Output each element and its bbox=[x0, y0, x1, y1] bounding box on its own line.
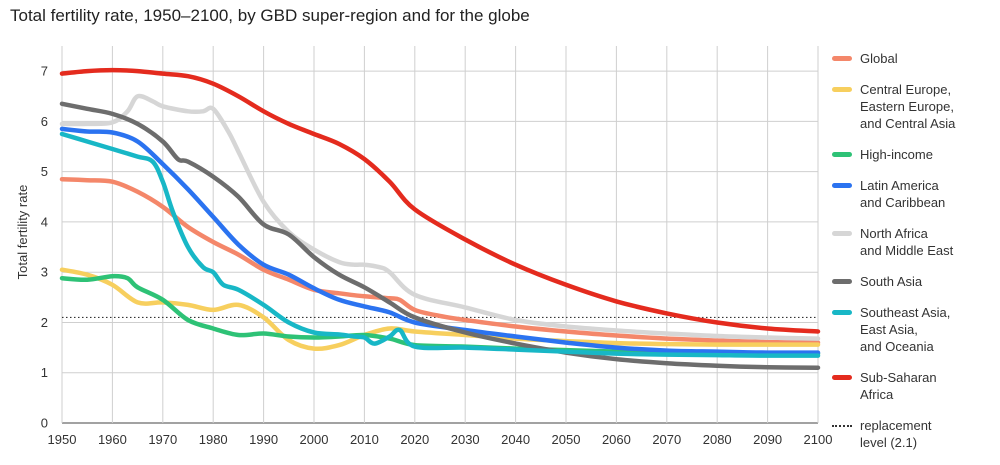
y-tick-label: 4 bbox=[41, 214, 48, 229]
legend-swatch bbox=[832, 375, 852, 380]
y-tick-label: 7 bbox=[41, 64, 48, 79]
x-tick-label: 2000 bbox=[300, 432, 329, 447]
series-line-central-europe-eastern-europe-and-central-asia bbox=[59, 267, 821, 352]
legend-item-global: Global bbox=[822, 50, 1000, 67]
x-tick-label: 2010 bbox=[350, 432, 379, 447]
series-line-southeast-asia-east-asia-and-oceania bbox=[59, 131, 821, 358]
legend-label: High-income bbox=[860, 147, 933, 162]
x-tick-label: 1950 bbox=[48, 432, 77, 447]
axes: 0 1 2 3 4 5 6 7 1950 1960 1970 1980 1990 2000 2010 2020… bbox=[41, 64, 833, 447]
x-tick-label: 2060 bbox=[602, 432, 631, 447]
series-line-latin-america-and-caribbean bbox=[59, 126, 821, 355]
y-tick-label: 2 bbox=[41, 315, 48, 330]
legend-item-latin-america-and-caribbean: Latin America and Caribbean bbox=[822, 177, 1000, 211]
legend-swatch bbox=[832, 56, 852, 61]
y-tick-label: 1 bbox=[41, 365, 48, 380]
chart-title: Total fertility rate, 1950–2100, by GBD … bbox=[10, 6, 530, 25]
legend-swatch bbox=[832, 183, 852, 188]
legend-item-central-europe-eastern-europe-and-central-asia: Central Europe, Eastern Europe, and Cent… bbox=[822, 81, 1000, 132]
legend-item-south-asia: South Asia bbox=[822, 273, 1000, 290]
series-line-global bbox=[59, 176, 821, 345]
legend-label: South Asia bbox=[860, 274, 923, 289]
series-line-north-africa-and-middle-east bbox=[59, 93, 821, 341]
x-tick-label: 2050 bbox=[552, 432, 581, 447]
legend-item-north-africa-and-middle-east: North Africa and Middle East bbox=[822, 225, 1000, 259]
x-tick-label: 1980 bbox=[199, 432, 228, 447]
series-line-sub-saharan-africa bbox=[59, 67, 821, 334]
y-tick-label: 3 bbox=[41, 265, 48, 280]
y-axis-label: Total fertility rate bbox=[15, 185, 30, 280]
series-line-south-asia bbox=[59, 101, 821, 370]
legend-item-high-income: High-income bbox=[822, 146, 1000, 163]
legend-item-southeast-asia-east-asia-and-oceania: Southeast Asia, East Asia, and Oceania bbox=[822, 304, 1000, 355]
legend-item-sub-saharan-africa: Sub-Saharan Africa bbox=[822, 369, 1000, 403]
legend-swatch bbox=[832, 87, 852, 92]
legend: Global Central Europe, Eastern Europe, an… bbox=[822, 50, 1000, 465]
legend-item-replacement-level: replacement level (2.1) bbox=[822, 417, 1000, 451]
legend-swatch bbox=[832, 279, 852, 284]
legend-label: North Africa and Middle East bbox=[860, 226, 954, 258]
legend-swatch bbox=[832, 152, 852, 157]
x-tick-label: 2030 bbox=[451, 432, 480, 447]
legend-swatch bbox=[832, 310, 852, 315]
legend-swatch bbox=[832, 425, 852, 427]
legend-label: Latin America and Caribbean bbox=[860, 178, 946, 210]
x-tick-label: 2070 bbox=[652, 432, 681, 447]
y-tick-label: 6 bbox=[41, 114, 48, 129]
legend-swatch bbox=[832, 231, 852, 236]
x-tick-label: 2040 bbox=[501, 432, 530, 447]
x-tick-label: 1960 bbox=[98, 432, 127, 447]
x-tick-label: 2080 bbox=[703, 432, 732, 447]
legend-label: Central Europe, Eastern Europe, and Cent… bbox=[860, 82, 956, 131]
legend-label: Sub-Saharan Africa bbox=[860, 370, 937, 402]
x-tick-label: 1990 bbox=[249, 432, 278, 447]
x-tick-label: 2100 bbox=[804, 432, 833, 447]
legend-label: replacement level (2.1) bbox=[860, 418, 932, 450]
x-tick-label: 1970 bbox=[148, 432, 177, 447]
series-lines bbox=[59, 67, 821, 370]
y-tick-label: 0 bbox=[41, 416, 48, 431]
y-tick-label: 5 bbox=[41, 164, 48, 179]
x-tick-label: 2090 bbox=[753, 432, 782, 447]
legend-label: Southeast Asia, East Asia, and Oceania bbox=[860, 305, 951, 354]
legend-label: Global bbox=[860, 51, 898, 66]
x-tick-label: 2020 bbox=[400, 432, 429, 447]
